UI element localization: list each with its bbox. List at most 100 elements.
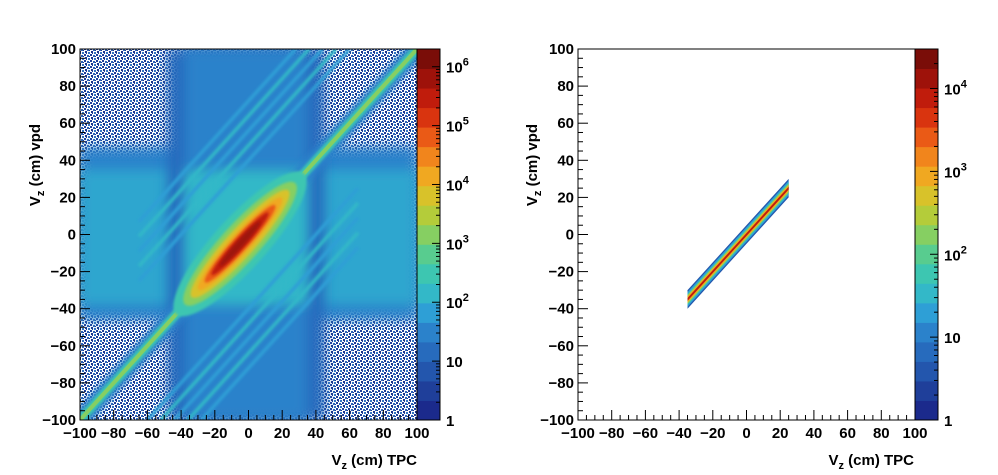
colorbar-segment (915, 341, 938, 362)
y-tick-label: 0 (68, 227, 76, 244)
colorbar-segment (417, 146, 440, 167)
x-tick-label: −100 (561, 425, 595, 442)
left-colorbar: 1 10 102 103 104 105 106 (416, 48, 470, 430)
colorbar-segment (915, 302, 938, 323)
colorbar-tick-label: 1 (446, 413, 454, 430)
colorbar-segment (915, 166, 938, 187)
upper-satellite-stripe (137, 49, 311, 238)
colorbar-segment (915, 49, 938, 70)
colorbar-tick-label: 103 (446, 233, 469, 253)
left-x-axis-title: Vz (cm) TPC (331, 452, 417, 472)
y-tick-label: −80 (549, 375, 574, 392)
x-tick-label: −40 (666, 425, 691, 442)
x-tick-label: 100 (902, 425, 927, 442)
x-tick-label: 60 (341, 425, 358, 442)
colorbar-segment (417, 302, 440, 323)
colorbar-frame (914, 48, 939, 421)
x-tick-label: 80 (873, 425, 890, 442)
lower-satellite-stripe (173, 216, 360, 420)
y-tick-label: 40 (59, 152, 76, 169)
y-tick-label: −60 (549, 338, 574, 355)
y-tick-label: −100 (42, 412, 76, 429)
colorbar-tick-label: 10 (944, 330, 961, 347)
colorbar-segment (915, 263, 938, 284)
right-panel: −100 −80 −60 −40 −20 0 20 40 60 80 100 −100−80−60−… (524, 41, 968, 472)
colorbar-segment (417, 263, 440, 284)
right-x-axis-title: Vz (cm) TPC (828, 452, 914, 472)
y-tick-label: 100 (549, 41, 574, 58)
colorbar-segment (915, 127, 938, 148)
colorbar-segment (417, 49, 440, 70)
upper-satellite-stripe (137, 49, 351, 283)
colorbar-segment (915, 361, 938, 382)
selected-band-layer (687, 186, 789, 301)
x-tick-label: −80 (101, 425, 126, 442)
upper-satellite-stripe (137, 49, 324, 253)
y-tick-label: −20 (549, 264, 574, 281)
colorbar-segment (417, 166, 440, 187)
lower-satellite-stripe (186, 231, 360, 420)
colorbar-segment (417, 283, 440, 304)
x-tick-label: 80 (375, 425, 392, 442)
colorbar-segment (417, 107, 440, 128)
y-tick-label: −100 (540, 412, 574, 429)
right-selected-band (687, 178, 789, 309)
left-heatmap-area (80, 49, 417, 420)
lower-satellite-stripe (159, 201, 360, 420)
x-tick-label: −80 (599, 425, 624, 442)
x-tick-label: 100 (404, 425, 429, 442)
colorbar-tick-label: 105 (446, 116, 469, 136)
x-tick-label: −40 (168, 425, 193, 442)
colorbar-segment (417, 88, 440, 109)
colorbar-segment (915, 283, 938, 304)
colorbar-segment (915, 146, 938, 167)
lower-satellite-stripe (146, 186, 360, 420)
right-x-ticks: −100 −80 −60 −40 −20 0 20 40 60 80 100 (561, 410, 928, 442)
x-tick-label: 0 (742, 425, 750, 442)
upper-satellite-stripe (137, 49, 338, 268)
colorbar-segment (915, 380, 938, 401)
diagonal-density-contour (219, 221, 261, 267)
colorbar-tick-label: 102 (944, 244, 967, 264)
x-tick-label: −60 (633, 425, 658, 442)
y-tick-label: 20 (557, 189, 574, 206)
y-tick-label: 80 (557, 78, 574, 95)
left-diagonal-correlation (80, 49, 417, 420)
x-tick-label: 20 (772, 425, 789, 442)
x-tick-label: 40 (806, 425, 823, 442)
y-tick-label: −40 (51, 301, 76, 318)
colorbar-segment (915, 107, 938, 128)
right-colorbar: 1 10 102 103 104 (914, 48, 968, 430)
colorbar-segment (417, 127, 440, 148)
colorbar-segment (417, 185, 440, 206)
colorbar-tick-label: 104 (944, 79, 968, 99)
colorbar-segment (915, 185, 938, 206)
left-satellite-stripes (137, 49, 360, 420)
colorbar-segment (417, 224, 440, 245)
colorbar-segment (915, 68, 938, 89)
colorbar-segment (915, 205, 938, 226)
colorbar-tick-label: 103 (944, 161, 967, 181)
colorbar-segment (417, 205, 440, 226)
x-tick-label: 20 (274, 425, 291, 442)
y-tick-label: −40 (549, 301, 574, 318)
y-tick-label: 40 (557, 152, 574, 169)
y-tick-label: −60 (51, 338, 76, 355)
y-tick-label: 60 (557, 115, 574, 132)
colorbar-frame (416, 48, 441, 421)
left-panel: −100 −80 −60 −40 −20 0 20 40 60 80 100 −100−80−60−… (27, 41, 470, 472)
colorbar-tick-label: 104 (446, 174, 470, 194)
colorbar-segment (417, 380, 440, 401)
x-tick-label: 0 (244, 425, 252, 442)
left-y-axis-title: Vz (cm) vpd (27, 124, 47, 206)
y-tick-label: −80 (51, 375, 76, 392)
colorbar-segment (915, 244, 938, 265)
y-tick-label: 100 (51, 41, 76, 58)
y-tick-label: 0 (566, 227, 574, 244)
colorbar-segment (417, 400, 440, 421)
x-tick-label: −20 (202, 425, 227, 442)
y-tick-label: 20 (59, 189, 76, 206)
colorbar-segment (417, 244, 440, 265)
colorbar-segment (417, 68, 440, 89)
